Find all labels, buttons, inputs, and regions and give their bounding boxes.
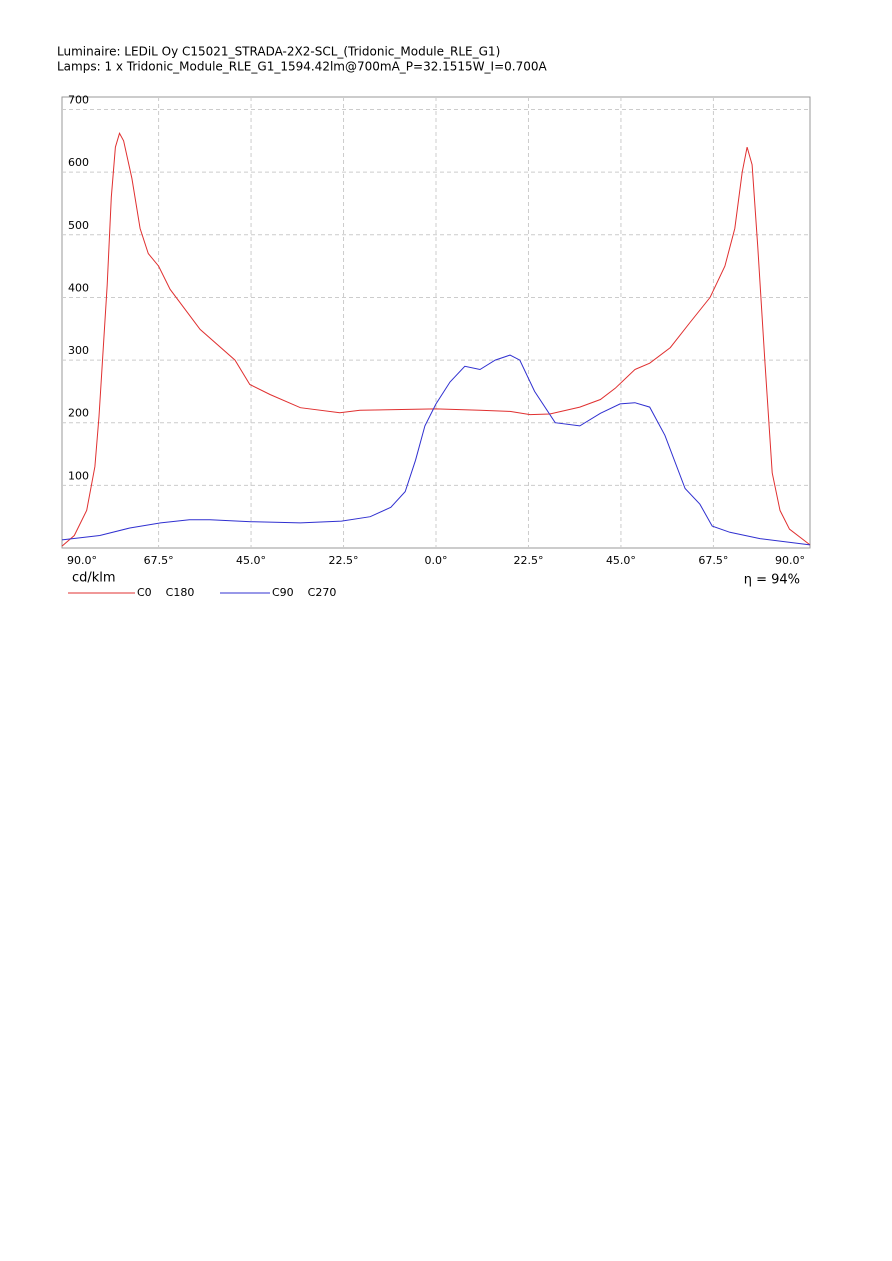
chart-subtitle: Lamps: 1 x Tridonic_Module_RLE_G1_1594.4… bbox=[57, 60, 548, 74]
x-tick-label: 45.0° bbox=[236, 554, 266, 567]
chart-title: Luminaire: LEDiL Oy C15021_STRADA-2X2-SC… bbox=[57, 45, 500, 59]
y-tick-label: 500 bbox=[68, 219, 89, 232]
chart: Luminaire: LEDiL Oy C15021_STRADA-2X2-SC… bbox=[57, 45, 811, 599]
y-axis-label: cd/klm bbox=[72, 571, 116, 586]
y-tick-label: 200 bbox=[68, 407, 89, 420]
x-tick-label: 67.5° bbox=[144, 554, 174, 567]
x-tick-label: 90.0° bbox=[67, 554, 97, 567]
y-tick-label: 100 bbox=[68, 469, 89, 482]
x-tick-label: 67.5° bbox=[698, 554, 728, 567]
annotation: η = 94% bbox=[744, 573, 800, 588]
y-tick-label: 700 bbox=[68, 94, 89, 107]
x-tick-label: 90.0° bbox=[775, 554, 805, 567]
x-tick-label: 0.0° bbox=[425, 554, 448, 567]
y-tick-label: 600 bbox=[68, 156, 89, 169]
line-series bbox=[61, 354, 811, 546]
legend-label: C0 C180 bbox=[137, 586, 194, 599]
y-tick-label: 300 bbox=[68, 344, 89, 357]
x-tick-label: 22.5° bbox=[329, 554, 359, 567]
x-tick-label: 22.5° bbox=[513, 554, 543, 567]
y-tick-label: 400 bbox=[68, 281, 89, 294]
legend-label: C90 C270 bbox=[272, 586, 336, 599]
x-tick-label: 45.0° bbox=[606, 554, 636, 567]
line-series bbox=[61, 132, 811, 547]
